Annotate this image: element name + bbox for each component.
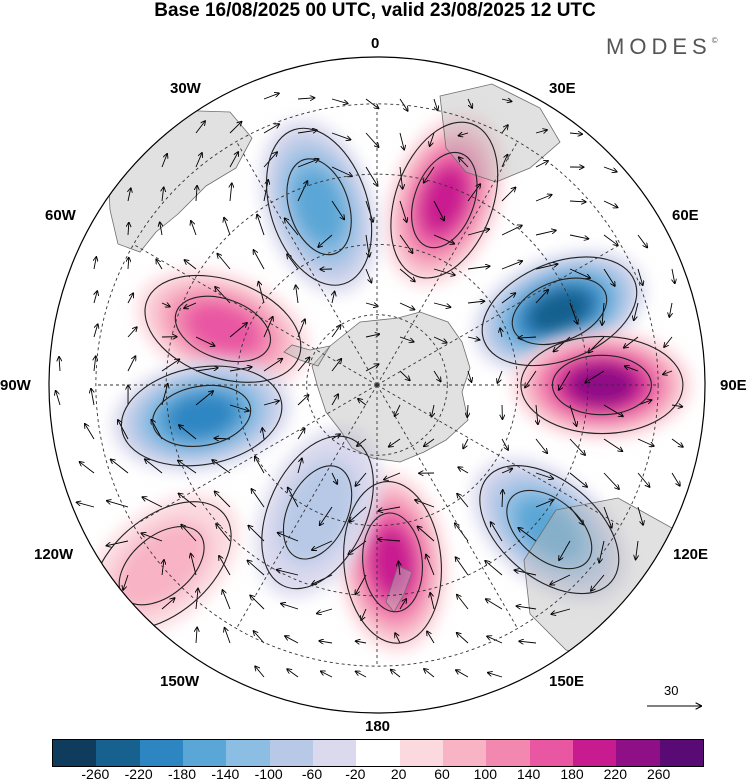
label-30w: 30W: [170, 81, 201, 97]
colorbar-tick-label: 140: [517, 766, 540, 782]
colorbar-tick-label: -180: [168, 766, 196, 782]
colorbar-swatch: [183, 740, 226, 766]
colorbar-tick-label: -260: [81, 766, 109, 782]
colorbar-swatch: [356, 740, 399, 766]
colorbar-swatch: [53, 740, 96, 766]
colorbar-tick-label: -20: [345, 766, 365, 782]
colorbar-tick-label: 260: [647, 766, 670, 782]
label-120e: 120E: [673, 547, 708, 563]
colorbar-tick-label: -100: [255, 766, 283, 782]
label-150w: 150W: [160, 674, 199, 690]
label-90e: 90E: [720, 378, 747, 394]
label-30e: 30E: [549, 81, 576, 97]
colorbar-tick-label: 100: [474, 766, 497, 782]
label-150e: 150E: [549, 674, 584, 690]
colorbar-swatch: [313, 740, 356, 766]
colorbar-tick-label: -140: [211, 766, 239, 782]
colorbar-swatch: [226, 740, 269, 766]
colorbar-swatch: [270, 740, 313, 766]
colorbar-swatch: [660, 740, 703, 766]
colorbar-tick-label: 20: [391, 766, 407, 782]
colorbar-swatch: [140, 740, 183, 766]
label-90w: 90W: [0, 378, 31, 394]
label-60w: 60W: [45, 208, 76, 224]
colorbar-tick-label: -60: [302, 766, 322, 782]
colorbar-swatch: [616, 740, 659, 766]
colorbar-tick-label: 220: [604, 766, 627, 782]
colorbar: [52, 739, 704, 767]
colorbar-swatch: [400, 740, 443, 766]
label-120w: 120W: [34, 547, 73, 563]
label-180: 180: [365, 719, 390, 735]
colorbar-swatch: [573, 740, 616, 766]
reference-vector-value: 30: [664, 683, 678, 698]
label-60e: 60E: [672, 208, 699, 224]
colorbar-swatch: [486, 740, 529, 766]
label-0: 0: [371, 36, 379, 52]
colorbar-ticks: -260 -220 -180 -140 -100 -60 -20 20 60 100 140 180 2…: [52, 766, 702, 784]
colorbar-swatch: [443, 740, 486, 766]
colorbar-tick-label: 180: [560, 766, 583, 782]
colorbar-swatch: [96, 740, 139, 766]
colorbar-tick-label: -220: [125, 766, 153, 782]
colorbar-tick-label: 60: [434, 766, 450, 782]
colorbar-swatch: [530, 740, 573, 766]
